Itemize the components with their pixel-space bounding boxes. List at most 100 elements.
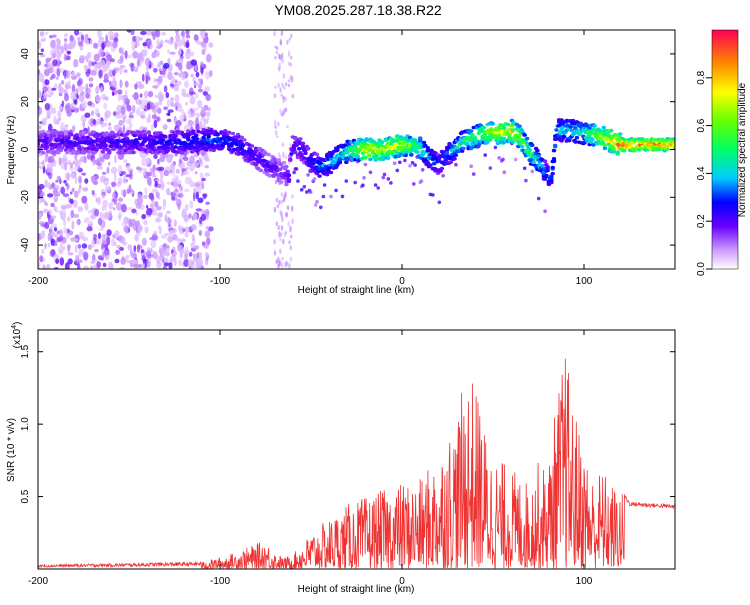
spectrogram-cell — [56, 68, 61, 77]
spectrogram-cell — [149, 167, 154, 174]
spectrogram-cell — [273, 239, 276, 245]
spectrogram-cell — [113, 69, 117, 75]
spectrogram-cell — [312, 177, 317, 181]
spectrogram-cell — [278, 200, 281, 206]
spectrogram-cell — [195, 71, 200, 78]
spectrogram-cell — [180, 173, 184, 177]
spectrogram-cell — [64, 82, 69, 90]
spectrogram-cell — [354, 146, 359, 151]
spectrogram-cell — [328, 170, 334, 175]
spectrogram-cell — [112, 207, 116, 211]
spectrogram-cell — [142, 133, 148, 138]
spectrogram-cell — [536, 196, 541, 201]
spectrogram-cell — [275, 130, 278, 136]
spectrogram-cell — [621, 148, 627, 153]
spectrogram-cell — [129, 171, 133, 180]
spectrogram-cell — [47, 62, 52, 68]
spectrogram-cell — [195, 122, 200, 132]
spectrogram-cell — [64, 262, 70, 269]
spectrogram-cell — [279, 237, 282, 242]
spectrogram-cell — [131, 45, 136, 51]
spectrogram-cell — [67, 258, 73, 265]
spectrogram-cell — [178, 259, 182, 266]
spectrogram-cell — [86, 146, 92, 151]
spectrogram-cell — [305, 146, 311, 151]
spectrogram-cell — [413, 163, 417, 167]
spectrogram-cell — [419, 179, 424, 183]
spectrogram-cell — [130, 139, 135, 143]
spectrogram-cell — [168, 138, 173, 143]
spectrogram-cell — [180, 238, 187, 243]
spectrogram-cell — [153, 154, 158, 160]
spectrogram-cell — [130, 63, 135, 72]
spectrogram-cell — [63, 226, 68, 232]
spectrogram-cell — [206, 116, 210, 121]
spectrogram-cell — [42, 37, 47, 42]
spectrogram-cell — [131, 105, 136, 114]
spectrogram-cell — [199, 172, 204, 179]
spectrogram-cell — [92, 118, 97, 125]
spectrogram-cell — [190, 51, 195, 57]
spectrogram-cell — [184, 176, 191, 185]
spectrogram-cell — [166, 181, 173, 185]
spectrogram-cell — [182, 208, 186, 214]
spectrogram-cell — [108, 210, 112, 218]
spectrogram-cell — [60, 122, 65, 131]
spectrogram-cell — [280, 192, 284, 197]
spectrogram-cell — [77, 86, 83, 92]
spectrogram-cell — [48, 209, 53, 216]
spectrogram-cell — [428, 163, 433, 167]
spectrogram-cell — [144, 187, 148, 195]
spectrogram-cell — [274, 179, 278, 185]
spectrogram-cell — [441, 173, 445, 178]
spectrogram-cell — [157, 107, 162, 114]
spectrogram-cell — [517, 124, 522, 129]
spectrogram-cell — [101, 243, 105, 249]
spectrogram-cell — [38, 261, 41, 269]
spectrogram-cell — [70, 90, 77, 100]
spectrogram-cell — [193, 187, 197, 194]
spectrogram-cell — [42, 86, 49, 92]
spectrogram-cell — [137, 224, 143, 233]
spectrogram-cell — [275, 50, 278, 55]
spectrogram-cell — [53, 115, 56, 122]
spectrogram-cell — [299, 153, 304, 157]
spectrogram-cell — [98, 49, 104, 58]
spectrogram-cell — [483, 153, 488, 157]
spectrogram-cell — [133, 263, 140, 269]
snr-x-tick-label: -100 — [210, 576, 230, 587]
spectrogram-cell — [107, 41, 114, 47]
snr-x-tick-label: -200 — [28, 576, 48, 587]
spectrogram-cell — [100, 175, 107, 183]
spectrogram-cell — [153, 30, 160, 37]
spectrogram-cell — [481, 125, 487, 130]
spectrogram-cell — [69, 198, 74, 205]
spectrogram-cell — [418, 136, 423, 140]
spectrogram-cell — [292, 170, 296, 175]
spectrogram-cell — [135, 211, 139, 216]
spectrogram-cell — [136, 107, 141, 116]
spectrogram-cell — [90, 260, 95, 265]
spectrogram-cell — [93, 140, 98, 144]
spectrogram-cell — [51, 52, 56, 59]
spectrogram-cell — [125, 225, 128, 235]
spectrogram-cell — [47, 193, 54, 198]
spectrogram-cell — [117, 165, 123, 174]
spectrogram-cell — [162, 203, 166, 211]
spectrogram-cell — [147, 76, 151, 81]
spectrogram-cell — [545, 167, 550, 172]
spectrogram-cell — [132, 50, 139, 59]
spectrogram-cell — [98, 232, 101, 239]
spectrogram-cell — [83, 217, 90, 224]
spectrogram-cell — [289, 225, 292, 233]
spectrogram-cell — [158, 99, 162, 106]
spectrogram-cell — [38, 142, 41, 146]
spectrogram-cell — [188, 213, 192, 219]
spectrogram-cell — [170, 249, 174, 254]
spectrogram-cell — [71, 84, 76, 94]
spectrogram-cell — [290, 234, 293, 239]
spectrogram-cell — [68, 132, 74, 137]
spectrogram-cell — [38, 212, 42, 217]
spectrogram-cell — [66, 50, 71, 55]
